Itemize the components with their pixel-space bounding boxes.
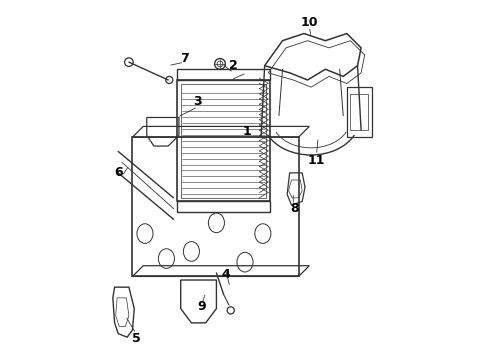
Text: 5: 5	[132, 333, 141, 346]
Text: 8: 8	[291, 202, 299, 215]
Text: 7: 7	[180, 52, 189, 65]
Text: 4: 4	[221, 268, 230, 281]
Text: 2: 2	[229, 59, 238, 72]
Text: 10: 10	[300, 16, 318, 29]
Text: 3: 3	[194, 95, 202, 108]
Text: 11: 11	[308, 154, 325, 167]
Text: 6: 6	[114, 166, 122, 179]
Text: 9: 9	[198, 300, 206, 313]
Text: 1: 1	[243, 125, 251, 138]
